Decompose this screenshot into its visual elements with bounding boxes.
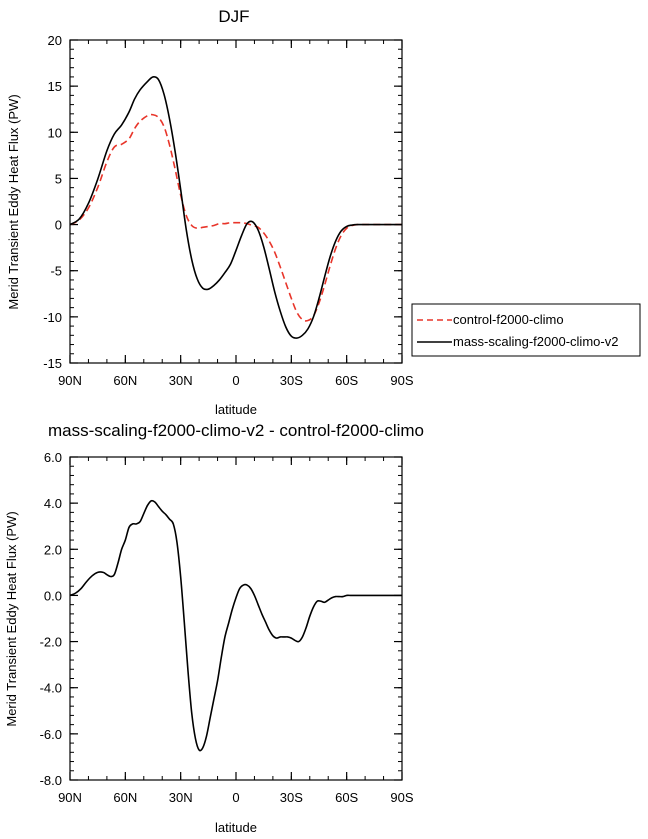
chart-top-title: DJF <box>218 7 249 26</box>
chart-top-y-axis-title: Merid Transient Eddy Heat Flux (PW) <box>6 94 21 309</box>
chart-bottom-y-tick-label: -8.0 <box>40 773 62 788</box>
chart-bottom-x-tick-label: 30S <box>280 790 303 805</box>
chart-bottom-title: mass-scaling-f2000-climo-v2 - control-f2… <box>48 421 424 440</box>
chart-top-series-line-0 <box>69 113 402 322</box>
chart-bottom-x-tick-label: 90N <box>58 790 82 805</box>
chart-top-x-tick-label: 30S <box>280 373 303 388</box>
chart-bottom-x-tick-label: 90S <box>390 790 413 805</box>
chart-top-series-group <box>69 76 402 339</box>
legend-label-control: control-f2000-climo <box>453 312 564 327</box>
chart-top-x-tick-label: 60S <box>335 373 358 388</box>
chart-bottom-x-tick-label: 0 <box>232 790 239 805</box>
chart-top-plot-frame <box>69 39 403 364</box>
chart-bottom-y-tick-label: -4.0 <box>40 681 62 696</box>
chart-top-y-tick-label: 10 <box>48 125 62 140</box>
chart-top-x-tick-label: 90S <box>390 373 413 388</box>
chart-bottom-x-axis-title: latitude <box>215 820 257 835</box>
chart-top-y-tick-label: 5 <box>55 171 62 186</box>
chart-bottom-x-tick-label: 60N <box>113 790 137 805</box>
chart-top-x-tick-label: 60N <box>113 373 137 388</box>
chart-bottom-series-group <box>69 499 402 752</box>
chart-top-x-tick-label: 90N <box>58 373 82 388</box>
chart-bottom-y-tick-label: 0.0 <box>44 588 62 603</box>
chart-bottom-x-tick-label: 60S <box>335 790 358 805</box>
chart-bottom-y-tick-label: 6.0 <box>44 450 62 465</box>
chart-bottom-series-line-0 <box>69 499 402 752</box>
chart-top-x-tick-label: 30N <box>169 373 193 388</box>
chart-top-y-tick-label: 0 <box>55 218 62 233</box>
chart-top: DJF 90N 60N 30N 0 30S 60S 90S20151050-5-10-15 … <box>6 7 641 417</box>
chart-bottom-y-tick-label: 2.0 <box>44 542 62 557</box>
chart-top-series-line-1 <box>69 76 402 339</box>
legend-label-mass-scaling: mass-scaling-f2000-climo-v2 <box>453 334 618 349</box>
chart-top-legend: control-f2000-climo mass-scaling-f2000-c… <box>411 303 641 357</box>
chart-bottom: mass-scaling-f2000-climo-v2 - control-f2… <box>4 421 424 835</box>
chart-top-x-axis-title: latitude <box>215 402 257 417</box>
chart-bottom-plot-frame <box>69 456 403 781</box>
chart-top-ticks: 90N 60N 30N 0 30S 60S 90S 20 15 10 5 0 -5 -10 -15 <box>43 33 414 388</box>
chart-top-y-tick-label: 15 <box>48 79 62 94</box>
chart-bottom-y-tick-label: -2.0 <box>40 635 62 650</box>
chart-top-y-tick-label: -10 <box>43 310 62 325</box>
chart-top-y-tick-label: 20 <box>48 33 62 48</box>
chart-top-x-tick-label: 0 <box>232 373 239 388</box>
chart-top-y-tick-label: -5 <box>50 264 62 279</box>
chart-bottom-x-tick-label: 30N <box>169 790 193 805</box>
chart-bottom-y-tick-label: 4.0 <box>44 496 62 511</box>
chart-top-y-tick-label: -15 <box>43 356 62 371</box>
legend-box <box>411 303 641 357</box>
chart-bottom-y-axis-title: Merid Transient Eddy Heat Flux (PW) <box>4 511 19 726</box>
chart-bottom-y-tick-label: -6.0 <box>40 727 62 742</box>
